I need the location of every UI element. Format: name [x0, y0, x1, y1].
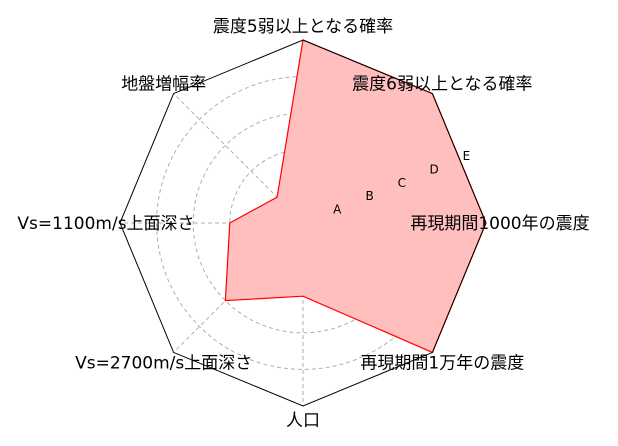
axis-label: Vs=1100m/s上面深さ	[17, 214, 194, 234]
radial-tick-label: D	[430, 162, 439, 176]
axis-label: 再現期間1万年の震度	[360, 353, 524, 373]
radial-tick-label: B	[365, 189, 373, 203]
radial-tick-label: A	[333, 203, 342, 217]
axis-label: 震度6弱以上となる確率	[352, 75, 532, 95]
label-layer: 震度5弱以上となる確率震度6弱以上となる確率再現期間1000年の震度再現期間1万…	[17, 17, 589, 431]
axis-label: 震度5弱以上となる確率	[213, 17, 393, 37]
axis-label: 人口	[286, 411, 320, 431]
axis-label: 再現期間1000年の震度	[410, 214, 589, 234]
axis-label: Vs=2700m/s上面深さ	[75, 353, 252, 373]
tick-layer: A B C D E	[333, 149, 470, 217]
radial-tick-label: C	[398, 176, 406, 190]
outer-frame	[119, 39, 487, 407]
frame-layer	[119, 39, 487, 407]
radial-tick-label: E	[463, 149, 471, 163]
axis-label: 地盤増幅率	[121, 75, 206, 95]
